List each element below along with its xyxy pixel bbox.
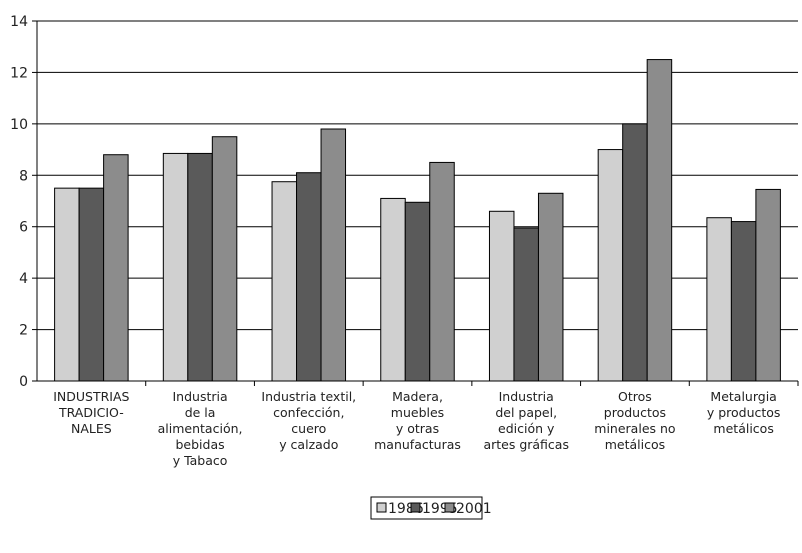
x-category-label-line: Industria <box>172 389 227 404</box>
y-tick-label: 10 <box>10 117 28 133</box>
x-category-label-line: INDUSTRIAS <box>53 389 129 404</box>
x-category-label: Industria de la alimentación, bebidas y Taba… <box>158 389 243 468</box>
x-category-label-line: edición y <box>498 421 555 436</box>
x-category-label: Otros productos minerales no metálicos <box>594 389 675 452</box>
x-category-label-line: y productos <box>707 405 781 420</box>
x-category-label-line: confección, <box>273 405 344 420</box>
bar-2001-1 <box>211 136 238 382</box>
x-category-label-line: Otros <box>618 389 652 404</box>
y-tick-label: 0 <box>19 374 28 390</box>
bar-1986-0 <box>54 187 80 382</box>
x-category-label: Metalurgia y productos metálicos <box>707 389 781 436</box>
x-category-label-line: y otras <box>396 421 439 436</box>
axes: 0 2 4 6 8 10 12 14 INDUSTRIAS TRADICIO-NALES Indus… <box>10 14 799 468</box>
x-category-label-line: cuero <box>291 421 326 436</box>
x-category-label-line: alimentación, <box>158 421 243 436</box>
bar-1995-2 <box>296 172 322 382</box>
bar-1995-5 <box>622 123 648 382</box>
bar-1995-6 <box>730 221 757 382</box>
bar-2001-3 <box>429 161 455 382</box>
bar-1986-4 <box>488 210 515 382</box>
legend-label-2001: 2001 <box>456 501 492 517</box>
x-category-label-line: TRADICIO- <box>58 405 124 420</box>
x-category-label-line: del papel, <box>495 405 557 420</box>
x-category-label-line: metálicos <box>605 437 665 452</box>
bar-2001-5 <box>646 59 673 382</box>
y-tick-label: 6 <box>19 220 28 236</box>
x-category-label: INDUSTRIAS TRADICIO-NALES <box>53 389 129 436</box>
y-tick-label: 12 <box>10 65 28 81</box>
x-category-label: Industria del papel, edición y artes gráfic… <box>483 389 569 452</box>
y-tick-label: 14 <box>10 14 28 30</box>
bar-1995-3 <box>404 201 431 382</box>
bar-1995-4 <box>513 227 539 382</box>
x-category-label-line: muebles <box>391 405 444 420</box>
bars <box>54 59 781 382</box>
legend-swatch-2001 <box>444 502 455 513</box>
x-category-label-line: y Tabaco <box>173 453 228 468</box>
legend-swatch-1986 <box>376 502 387 513</box>
x-category-label-line: Metalurgia <box>710 389 776 404</box>
bar-1986-3 <box>380 197 406 382</box>
y-tick-label: 4 <box>19 271 28 287</box>
x-category-label-line: de la <box>185 405 216 420</box>
bar-2001-0 <box>103 154 129 382</box>
x-category-label: Industria textil, confección, cuero y calza… <box>261 389 356 452</box>
x-category-label-line: bebidas <box>176 437 225 452</box>
bar-1995-0 <box>78 187 105 382</box>
x-category-label-line: Madera, <box>392 389 443 404</box>
x-category-label-line: y calzado <box>279 437 338 452</box>
x-category-label: Madera, muebles y otras manufacturas <box>374 389 461 452</box>
x-category-label-line: artes gráficas <box>483 437 569 452</box>
x-category-label-line: manufacturas <box>374 437 461 452</box>
bar-2001-2 <box>320 128 347 382</box>
y-tick-label: 8 <box>19 168 28 184</box>
bar-2001-4 <box>537 192 564 382</box>
y-tick-label: 2 <box>19 323 28 339</box>
bar-1986-1 <box>162 152 189 382</box>
legend-swatch-1995 <box>410 502 421 513</box>
bar-1995-1 <box>187 152 213 382</box>
bar-1986-5 <box>597 149 624 382</box>
bar-1986-6 <box>706 217 732 382</box>
x-category-label-line: minerales no <box>594 421 675 436</box>
x-category-label-line: productos <box>604 405 666 420</box>
x-category-label-line: NALES <box>71 421 112 436</box>
x-category-label-line: Industria <box>499 389 554 404</box>
bar-2001-6 <box>755 188 781 382</box>
x-category-label-line: Industria textil, <box>261 389 356 404</box>
bar-1986-2 <box>271 181 298 382</box>
x-category-label-line: metálicos <box>713 421 773 436</box>
